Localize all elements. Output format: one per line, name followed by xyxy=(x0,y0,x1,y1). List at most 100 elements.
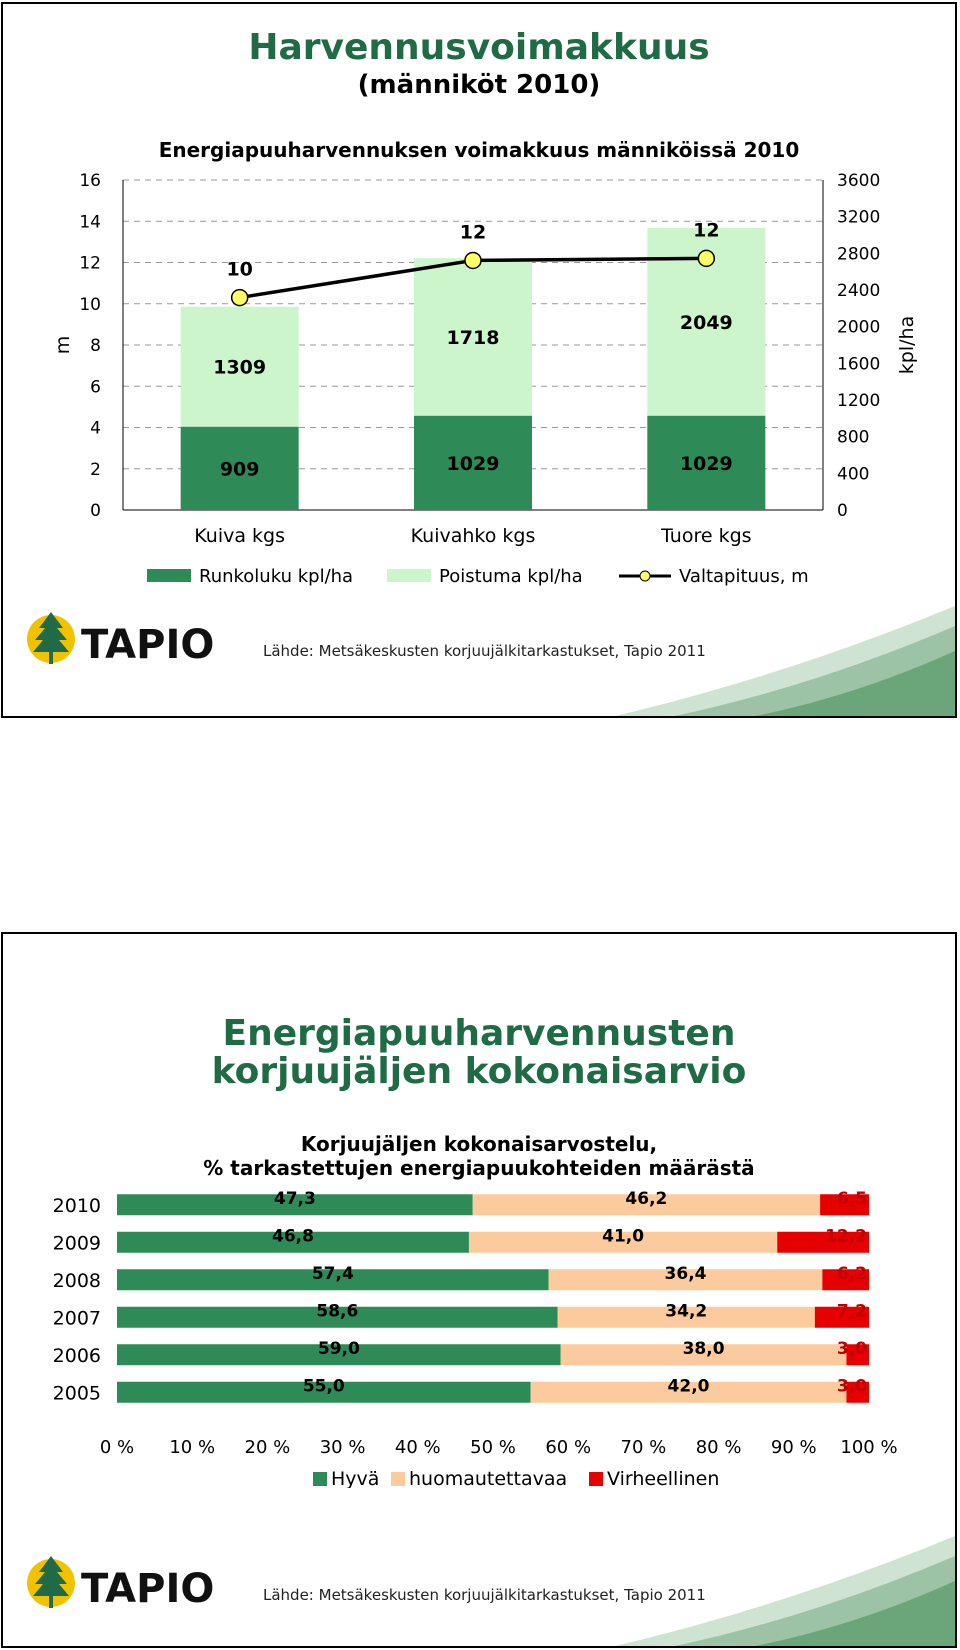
chart1-legend-label: Runkoluku kpl/ha xyxy=(199,566,353,587)
chart1-bar-runkoluku xyxy=(414,415,532,510)
chart2-xtick: 0 % xyxy=(100,1437,134,1458)
chart1-ylabel-right: kpl/ha xyxy=(896,316,918,374)
chart1-bar-label: 1718 xyxy=(447,327,500,349)
chart2-bar-segment xyxy=(822,1269,869,1291)
chart2-bar-segment xyxy=(472,1194,821,1216)
slide-korjuujalki: Energiapuuharvennusten korjuujäljen koko… xyxy=(1,932,957,1648)
chart2-bar-label: 6,5 xyxy=(837,1189,867,1209)
chart2-bar-label: 6,2 xyxy=(837,1264,867,1284)
chart1-ylabel-left: m xyxy=(52,336,74,355)
slide2-source: Lähde: Metsäkeskusten korjuujälkitarkast… xyxy=(263,1586,706,1604)
chart2-bar-label: 34,2 xyxy=(665,1301,707,1321)
chart2-bar-label: 46,8 xyxy=(272,1226,314,1246)
chart2-bar-label: 36,4 xyxy=(665,1264,707,1284)
chart1-ytick-left: 2 xyxy=(90,460,101,480)
chart2-bar-segment xyxy=(846,1344,869,1366)
chart1-line-label: 10 xyxy=(226,259,252,281)
chart1-line-label: 12 xyxy=(460,221,486,243)
tapio-logo-2: TAPIO xyxy=(27,1556,214,1612)
chart2-bar-segment xyxy=(777,1231,869,1253)
chart2-bar-segment xyxy=(548,1269,823,1291)
chart2-title-line1: Korjuujäljen kokonaisarvostelu, xyxy=(300,1132,658,1156)
chart1-bar-poistuma xyxy=(180,306,299,427)
chart2-xtick: 100 % xyxy=(840,1437,897,1458)
chart1-ytick-right: 800 xyxy=(837,428,869,448)
chart2-legend-swatch xyxy=(391,1472,405,1486)
chart2-bar-segment xyxy=(117,1381,531,1403)
chart1-bar-label: 1029 xyxy=(447,453,500,475)
chart1-bar-poistuma xyxy=(414,258,532,416)
chart2-category-label: 2010 xyxy=(53,1195,101,1217)
chart1-ytick-right: 2400 xyxy=(837,281,880,301)
chart1-ytick-left: 10 xyxy=(79,295,101,315)
chart2-bar-segment xyxy=(560,1344,847,1366)
chart2-bar-segment xyxy=(530,1381,847,1403)
slide1-source: Lähde: Metsäkeskusten korjuujälkitarkast… xyxy=(263,642,706,660)
chart2-category-label: 2005 xyxy=(53,1382,101,1404)
chart2-bar-label: 3,0 xyxy=(837,1376,867,1396)
chart2-bar-label: 42,0 xyxy=(668,1376,710,1396)
chart1-ytick-right: 1600 xyxy=(837,354,880,374)
chart1-bar-runkoluku xyxy=(647,415,766,510)
chart2-category-label: 2007 xyxy=(53,1307,101,1329)
chart2-bar-segment xyxy=(814,1306,869,1328)
chart1-line-label: 12 xyxy=(693,219,719,241)
chart2-bar-label: 47,3 xyxy=(274,1189,316,1209)
slide-harvennusvoimakkuus: Harvennusvoimakkuus (männiköt 2010) Ener… xyxy=(1,2,957,718)
chart2-bar-segment xyxy=(468,1231,778,1253)
chart2-title-line2: % tarkastettujen energiapuukohteiden mää… xyxy=(203,1156,755,1180)
chart2-bar-label: 46,2 xyxy=(625,1189,667,1209)
chart2-bar-segment xyxy=(820,1194,869,1216)
chart1-ytick-right: 3200 xyxy=(837,208,880,228)
chart1-category-label: Kuivahko kgs xyxy=(411,525,536,547)
chart1-ytick-left: 12 xyxy=(79,254,101,274)
chart1-ytick-right: 2000 xyxy=(837,318,880,338)
chart1-line-point xyxy=(230,288,249,307)
chart1-ytick-left: 14 xyxy=(79,212,101,232)
chart2-legend-label: huomautettavaa xyxy=(409,1468,567,1488)
chart1-legend-swatch xyxy=(387,569,431,582)
chart2-xtick: 80 % xyxy=(696,1437,742,1458)
slide2-title-line1: Energiapuuharvennusten xyxy=(222,1013,736,1054)
chart2-bar-segment xyxy=(846,1381,869,1403)
chart1-ytick-right: 400 xyxy=(837,464,869,484)
chart2-xtick: 40 % xyxy=(395,1437,441,1458)
chart2-bar-segment xyxy=(117,1231,469,1253)
chart1-ytick-left: 0 xyxy=(90,501,101,521)
chart1-category-label: Tuore kgs xyxy=(660,525,751,547)
chart1-ytick-right: 2800 xyxy=(837,244,880,264)
chart2-bar-label: 12,2 xyxy=(825,1226,867,1246)
chart1-ytick-left: 4 xyxy=(90,419,101,439)
chart1-title: Energiapuuharvennuksen voimakkuus männik… xyxy=(158,138,800,162)
chart2-bar-segment xyxy=(117,1194,473,1216)
chart1-line-point xyxy=(464,251,482,270)
chart2-bar-label: 3,0 xyxy=(837,1339,867,1359)
chart1-ytick-left: 16 xyxy=(79,171,101,191)
chart2-legend-label: Hyvä xyxy=(331,1468,379,1488)
chart2-bar-segment xyxy=(117,1344,561,1366)
chart2-bar-label: 55,0 xyxy=(303,1376,345,1396)
chart2-xtick: 50 % xyxy=(470,1437,516,1458)
chart2-bar-segment xyxy=(117,1306,558,1328)
chart1-ytick-right: 1200 xyxy=(837,391,880,411)
chart2-bar-segment xyxy=(557,1306,815,1328)
chart2-legend-swatch xyxy=(589,1472,603,1486)
logo-text: TAPIO xyxy=(81,1566,214,1612)
chart1-bar-runkoluku xyxy=(180,426,299,510)
chart2-bar-label: 57,4 xyxy=(312,1264,354,1284)
logo-tree-icon xyxy=(33,1556,69,1596)
chart2-bar-label: 38,0 xyxy=(683,1339,725,1359)
chart2-xtick: 70 % xyxy=(621,1437,667,1458)
logo-text: TAPIO xyxy=(81,622,214,668)
chart1-bar-label: 909 xyxy=(220,458,260,480)
chart2-bar-label: 41,0 xyxy=(602,1226,644,1246)
chart2-bar-label: 59,0 xyxy=(318,1339,360,1359)
chart2-xtick: 20 % xyxy=(245,1437,291,1458)
chart1-category-label: Kuiva kgs xyxy=(194,525,285,547)
chart2-xtick: 90 % xyxy=(771,1437,817,1458)
slide2-corner-decoration xyxy=(615,1536,955,1646)
chart1-bar-label: 1309 xyxy=(213,357,266,379)
chart1-ytick-left: 8 xyxy=(90,336,101,356)
chart1-legend-label: Poistuma kpl/ha xyxy=(439,566,583,587)
chart2-legend-swatch xyxy=(313,1472,327,1486)
